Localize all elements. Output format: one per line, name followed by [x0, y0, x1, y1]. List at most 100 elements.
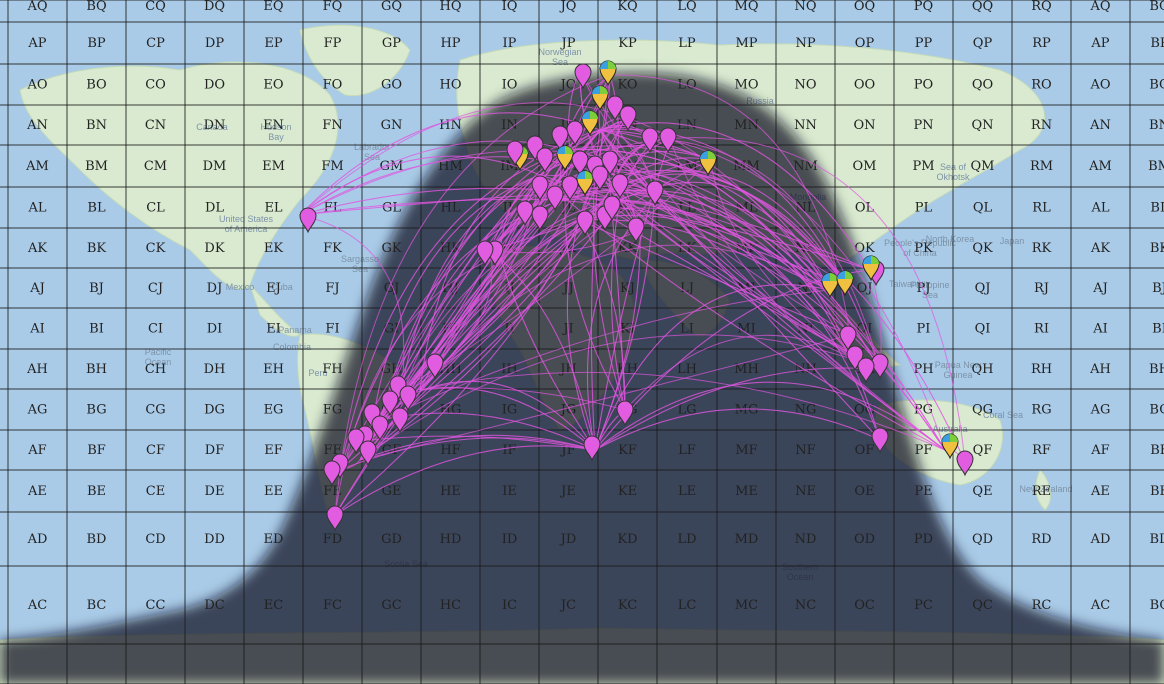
map-pin-icon[interactable]	[603, 195, 621, 222]
multicolor-pin-icon[interactable]	[591, 85, 609, 112]
station-markers[interactable]	[299, 60, 974, 532]
grid-square-label: OF	[855, 443, 875, 458]
grid-square-label: BL	[87, 201, 106, 216]
grid-square-label: MG	[735, 403, 759, 418]
grid-square-label: CQ	[145, 0, 166, 14]
grid-square-label: BI	[1152, 322, 1164, 337]
map-pin-icon[interactable]	[426, 353, 444, 380]
grid-square-label: PQ	[914, 0, 933, 14]
map-pin-icon[interactable]	[857, 357, 875, 384]
multicolor-pin-icon[interactable]	[941, 433, 959, 460]
grid-square-label: JQ	[559, 0, 577, 14]
grid-square-label: CF	[146, 443, 165, 458]
map-pin-icon[interactable]	[546, 185, 564, 212]
map-pin-icon[interactable]	[391, 407, 409, 434]
grid-square-label: OL	[855, 201, 875, 216]
map-pin-icon[interactable]	[611, 173, 629, 200]
map-pin-icon[interactable]	[591, 165, 609, 192]
grid-square-label: EC	[264, 598, 283, 613]
map-pin-icon[interactable]	[299, 207, 317, 234]
multicolor-pin-icon[interactable]	[556, 145, 574, 172]
grid-square-label: KD	[617, 532, 637, 547]
map-pin-icon[interactable]	[956, 450, 974, 477]
map-pin-icon[interactable]	[616, 400, 634, 427]
map-pin-icon[interactable]	[506, 140, 524, 167]
grid-square-label: ED	[264, 532, 284, 547]
map-pin-icon[interactable]	[583, 435, 601, 462]
map-pin-icon[interactable]	[641, 127, 659, 154]
grid-square-label: QF	[973, 443, 993, 458]
grid-square-label: RQ	[1031, 0, 1051, 14]
grid-square-label: FH	[322, 362, 342, 377]
grid-square-label: JO	[559, 78, 577, 93]
multicolor-pin-icon[interactable]	[576, 170, 594, 197]
map-pin-icon[interactable]	[551, 125, 569, 152]
map-pin-icon[interactable]	[574, 63, 592, 90]
multicolor-pin-icon[interactable]	[862, 255, 880, 282]
grid-square-label: HO	[440, 78, 462, 93]
map-pin-icon[interactable]	[627, 217, 645, 244]
grid-square-label: DO	[204, 78, 225, 93]
grid-square-label: NQ	[794, 0, 816, 14]
grid-square-label: OK	[854, 241, 875, 256]
grid-square-label: BO	[86, 78, 106, 93]
grid-square-label: MP	[735, 36, 757, 51]
grid-square-label: ND	[795, 532, 817, 547]
grid-square-label: JD	[559, 532, 577, 547]
map-pin-icon[interactable]	[371, 415, 389, 442]
map-pin-icon[interactable]	[871, 427, 889, 454]
grid-square-label: OP	[855, 36, 875, 51]
grid-square-label: AD	[1090, 532, 1111, 547]
map-pin-icon[interactable]	[646, 180, 664, 207]
grid-square-label: AM	[25, 159, 49, 174]
map-pin-icon[interactable]	[619, 105, 637, 132]
grid-square-label: IG	[502, 403, 518, 418]
map-pin-icon[interactable]	[516, 200, 534, 227]
multicolor-pin-icon[interactable]	[821, 272, 839, 299]
map-pin-icon[interactable]	[659, 127, 677, 154]
map-pin-icon[interactable]	[536, 147, 554, 174]
grid-square-label: BH	[86, 362, 107, 377]
grid-square-label: EH	[263, 362, 284, 377]
grid-square-label: NE	[795, 484, 816, 499]
geo-label: Peru	[308, 368, 327, 378]
map-pin-icon[interactable]	[399, 385, 417, 412]
grid-square-label: PJ	[917, 281, 931, 296]
grid-square-label: BG	[1149, 403, 1164, 418]
map-pin-icon[interactable]	[359, 440, 377, 467]
map-pin-icon[interactable]	[566, 120, 584, 147]
grid-square-label: HP	[440, 36, 460, 51]
map-pin-icon[interactable]	[576, 210, 594, 237]
grid-square-label: QE	[972, 484, 992, 499]
grid-square-label: RM	[1030, 159, 1053, 174]
multicolor-pin-icon[interactable]	[699, 150, 717, 177]
map-pin-icon[interactable]	[531, 175, 549, 202]
multicolor-pin-icon[interactable]	[581, 110, 599, 137]
grid-square-label: PN	[913, 118, 933, 133]
map-pin-icon[interactable]	[839, 325, 857, 352]
map-pin-icon[interactable]	[571, 150, 589, 177]
geographic-labels: Norwegian Sea Hudson Bay Labrador Sea Sargasso…	[145, 47, 1073, 582]
multicolor-pin-icon[interactable]	[599, 60, 617, 87]
grid-square-label: RC	[1032, 598, 1052, 613]
map-pin-icon[interactable]	[561, 175, 579, 202]
map-pin-icon[interactable]	[476, 240, 494, 267]
map-pin-icon[interactable]	[323, 460, 341, 487]
multicolor-pin-icon[interactable]	[836, 270, 854, 297]
grid-square-label: JE	[559, 484, 576, 499]
map-pin-icon[interactable]	[871, 353, 889, 380]
grid-square-label: GD	[381, 532, 402, 547]
grid-square-label: AG	[27, 403, 48, 418]
grid-square-label: PF	[915, 443, 933, 458]
grid-square-label: BN	[86, 118, 107, 133]
map-pin-icon[interactable]	[601, 150, 619, 177]
grid-square-label: ON	[853, 118, 875, 133]
map-pin-icon[interactable]	[531, 205, 549, 232]
map-pin-icon[interactable]	[326, 505, 344, 532]
grid-square-label: PC	[914, 598, 933, 613]
grid-square-label: QL	[973, 201, 993, 216]
map-pin-icon[interactable]	[381, 390, 399, 417]
